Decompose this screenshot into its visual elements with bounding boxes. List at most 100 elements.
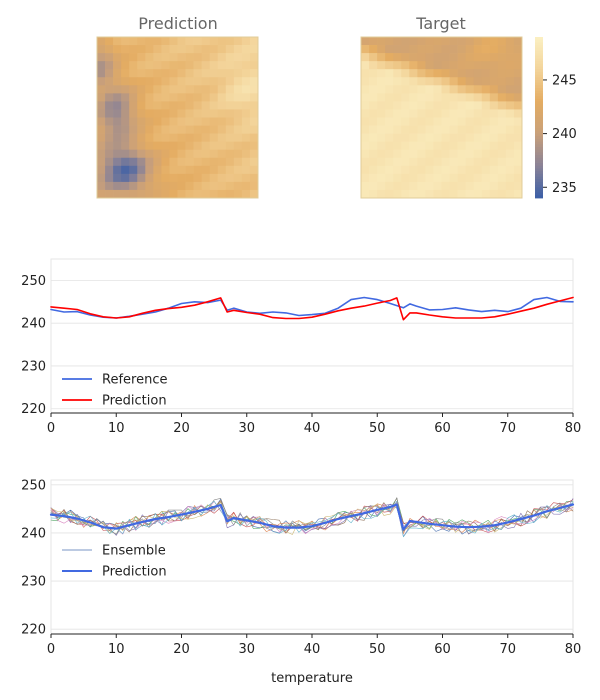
colorbar-segment [535, 74, 543, 78]
heatmap-cell [409, 85, 418, 94]
heatmap-cell [185, 85, 194, 94]
heatmap-cell [417, 77, 426, 86]
heatmap-cell [497, 61, 507, 70]
heatmap-cell [193, 53, 202, 62]
heatmap-cell [169, 165, 178, 175]
heatmap-cell [137, 109, 146, 118]
colorbar-tick-label: 235 [552, 181, 577, 196]
heatmap-cell [185, 61, 194, 70]
heatmap-cell [113, 117, 122, 126]
heatmap-cell [193, 61, 202, 70]
heatmap-cell [241, 93, 251, 102]
heatmap-cell [433, 125, 442, 134]
heatmap-cell [433, 93, 442, 102]
heatmap-cell [369, 165, 378, 175]
heatmap-cell [177, 173, 186, 183]
heatmap-cell [185, 125, 194, 134]
heatmap-cell [153, 109, 162, 118]
heatmap-cell [225, 37, 235, 46]
heatmap-cell [489, 189, 499, 199]
heatmap-cell [185, 165, 194, 175]
heatmap-cell [241, 109, 251, 118]
heatmap-cell [225, 101, 235, 110]
heatmap-cell [489, 61, 499, 70]
heatmap-cell [177, 61, 186, 70]
heatmap-cell [497, 53, 507, 62]
heatmap-cell [457, 101, 466, 110]
heatmap-cell [249, 165, 259, 175]
heatmap-cell [401, 37, 410, 46]
plot3-ytick-label: 240 [21, 317, 46, 332]
heatmap-cell [249, 37, 259, 46]
heatmap-cell [417, 45, 426, 54]
heatmap-cell [505, 37, 515, 46]
heatmap-cell [113, 133, 122, 142]
heatmap-cell [129, 165, 138, 175]
heatmap-cell [473, 141, 483, 151]
heatmap-cell [473, 173, 483, 183]
heatmap-cell [465, 165, 475, 175]
heatmap-cell [137, 165, 146, 175]
heatmap-cell [481, 165, 491, 175]
heatmap-cell [433, 181, 442, 191]
heatmap-cell [161, 157, 170, 167]
heatmap-cell [441, 37, 450, 46]
heatmap-cell [441, 61, 450, 70]
heatmap-cell [241, 141, 251, 151]
heatmap-cell [177, 149, 186, 159]
heatmap-cell [481, 37, 491, 46]
heatmap-cell [137, 125, 146, 134]
heatmap-cell [217, 45, 227, 54]
heatmap-cell [129, 141, 138, 151]
heatmap-cell [233, 141, 243, 151]
heatmap-cell [201, 181, 211, 191]
heatmap-cell [441, 149, 450, 159]
heatmap-cell [209, 189, 219, 199]
heatmap-cell [401, 117, 410, 126]
heatmap-cell [249, 149, 259, 159]
heatmap-cell [377, 125, 386, 134]
heatmap-cell [401, 189, 410, 199]
colorbar-segment [535, 61, 543, 65]
heatmap-cell [193, 173, 202, 183]
heatmap-cell [113, 77, 122, 86]
heatmap-cell [97, 77, 106, 86]
heatmap-cell [113, 45, 122, 54]
heatmap-cell [425, 45, 434, 54]
heatmap-cell [433, 37, 442, 46]
heatmap-cell [121, 157, 130, 167]
heatmap-cell [145, 37, 154, 46]
heatmap-cell [249, 45, 259, 54]
heatmap-cell [225, 117, 235, 126]
heatmap-cell [177, 93, 186, 102]
heatmap-cell [169, 117, 178, 126]
colorbar-segment [535, 149, 543, 153]
heatmap-cell [433, 189, 442, 199]
heatmap-cell [513, 181, 523, 191]
heatmap-cell [105, 45, 114, 54]
heatmap-cell [433, 109, 442, 118]
heatmap-cell [105, 189, 114, 199]
legend-label: Reference [102, 373, 167, 388]
heatmap-cell [449, 125, 458, 134]
heatmap-cell [449, 133, 458, 142]
heatmap-cell [209, 149, 219, 159]
heatmap-cell [137, 61, 146, 70]
plot4-xtick-label: 40 [304, 642, 321, 657]
heatmap-cell [441, 125, 450, 134]
heatmap-cell [393, 141, 402, 151]
plot3-xtick-label: 10 [108, 421, 125, 436]
heatmap-cell [457, 109, 466, 118]
heatmap-cell [425, 189, 434, 199]
heatmap-cell [409, 53, 418, 62]
heatmap-cell [457, 85, 466, 94]
heatmap-cell [217, 173, 227, 183]
heatmap-cell [153, 53, 162, 62]
colorbar-segment [535, 157, 543, 161]
heatmap-cell [489, 85, 499, 94]
heatmap-cell [505, 45, 515, 54]
plot3-xtick-label: 60 [434, 421, 451, 436]
heatmap-cell [113, 93, 122, 102]
heatmap-cell [465, 53, 475, 62]
heatmap-cell [385, 45, 394, 54]
